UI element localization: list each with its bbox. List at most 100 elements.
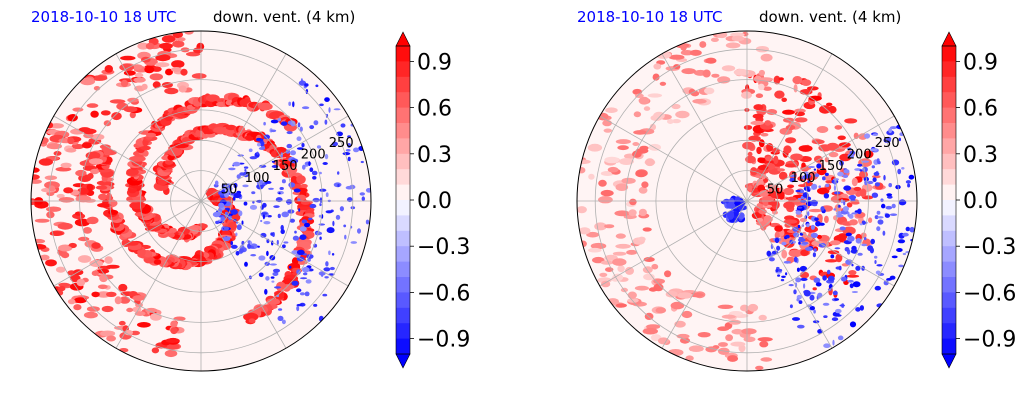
colorbar-segment — [396, 215, 410, 232]
field-cell — [39, 254, 50, 261]
colorbar-extend-max — [941, 31, 957, 47]
field-cell — [340, 123, 346, 128]
field-cell — [861, 243, 867, 247]
azimuth-line — [746, 53, 833, 202]
field-cell — [180, 68, 188, 76]
field-cell — [248, 318, 256, 324]
colorbar-segment — [942, 169, 956, 186]
field-cell — [758, 190, 769, 197]
colorbar-segment — [396, 92, 410, 109]
field-cell — [129, 156, 143, 162]
field-cell — [106, 264, 120, 269]
colorbar-tick-label: −0.3 — [963, 235, 1016, 260]
field-cell — [794, 108, 806, 114]
field-cell — [329, 266, 335, 271]
field-cell — [742, 141, 755, 150]
field-cell — [756, 146, 762, 155]
field-cell — [781, 249, 788, 259]
field-cell — [260, 219, 263, 223]
colorbar-segment — [942, 277, 956, 293]
field-cell — [247, 243, 252, 249]
field-cell — [793, 84, 798, 93]
field-cell — [699, 41, 707, 48]
field-cell — [711, 73, 720, 78]
field-cell — [261, 212, 268, 215]
field-cell — [78, 236, 90, 242]
field-cell — [816, 126, 829, 133]
field-cell — [841, 178, 846, 182]
field-cell — [785, 124, 796, 131]
field-cell — [863, 150, 874, 159]
field-cell — [783, 145, 792, 154]
field-cell — [792, 76, 803, 85]
field-cell — [755, 365, 764, 371]
field-cell — [258, 255, 266, 261]
colorbar-segment — [396, 338, 410, 355]
field-cell — [577, 206, 587, 214]
field-cell — [120, 79, 129, 87]
field-cell — [867, 245, 874, 252]
field-cell — [71, 143, 85, 150]
field-cell — [873, 171, 880, 176]
field-cell — [810, 224, 815, 230]
chart-title-date: 2018-10-10 18 UTC — [577, 8, 723, 26]
colorbar-segment — [942, 184, 956, 201]
field-cell — [137, 42, 149, 50]
field-cell — [270, 232, 274, 236]
field-cell — [642, 266, 653, 274]
colorbar-tick-label: −0.3 — [417, 235, 470, 260]
field-cell — [847, 211, 850, 217]
field-cell — [758, 83, 765, 91]
field-cell — [150, 313, 162, 321]
field-cell — [617, 145, 629, 151]
colorbar: 0.9 0.6 0.3 0.0 −0.3 −0.6 −0.9 — [395, 31, 470, 369]
field-cell — [852, 281, 861, 288]
field-cell — [870, 148, 878, 152]
field-cell — [361, 196, 365, 202]
field-cell — [664, 270, 672, 278]
colorbar-segment — [942, 307, 956, 324]
field-cell — [58, 197, 75, 203]
field-cell — [635, 93, 644, 99]
field-cell — [233, 182, 238, 189]
field-cell — [281, 211, 290, 218]
field-cell — [898, 137, 901, 142]
field-cell — [230, 244, 238, 249]
azimuth-line — [115, 53, 202, 202]
field-cell — [140, 145, 151, 151]
field-cell — [126, 307, 134, 313]
field-cell — [304, 83, 309, 87]
field-cell — [741, 91, 752, 99]
field-cell — [151, 66, 162, 72]
field-cell — [91, 291, 100, 298]
field-cell — [296, 269, 301, 275]
field-cell — [717, 304, 734, 309]
field-cell — [653, 63, 662, 70]
field-cell — [643, 273, 655, 281]
field-cell — [300, 200, 311, 205]
field-cell — [777, 168, 785, 172]
field-cell — [776, 245, 781, 251]
field-cell — [288, 182, 296, 188]
field-cell — [908, 174, 915, 180]
field-cell — [256, 151, 259, 155]
field-cell — [871, 192, 879, 198]
field-cell — [907, 183, 911, 188]
field-cell — [291, 280, 299, 286]
field-cell — [777, 268, 783, 272]
field-cell — [789, 304, 793, 309]
field-cell — [301, 143, 305, 148]
field-cell — [834, 298, 839, 301]
field-cell — [229, 187, 233, 190]
field-cell — [119, 296, 131, 304]
field-cell — [831, 317, 839, 322]
field-cell — [313, 303, 318, 307]
field-cell — [333, 108, 341, 111]
field-cell — [783, 187, 794, 196]
field-cell — [753, 104, 764, 111]
field-cell — [168, 232, 175, 238]
field-cell — [626, 249, 638, 255]
field-cell — [67, 299, 76, 305]
field-cell — [586, 231, 600, 238]
field-cell — [104, 256, 113, 264]
